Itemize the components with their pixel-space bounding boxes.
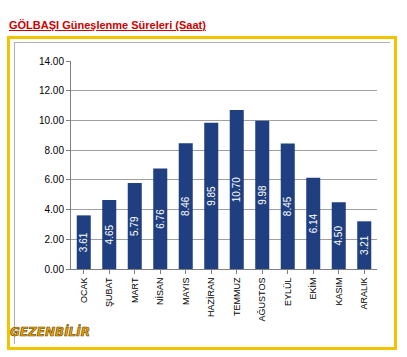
html-text:GÖLBAŞI Güneşlenme Süreleri (S: GÖLBAŞI Güneşlenme Süreleri (Saat): [9, 19, 206, 31]
svg-text:EKİM: EKİM: [308, 278, 318, 300]
svg-text:6.00: 6.00: [45, 174, 65, 185]
svg-text:5.79: 5.79: [129, 216, 140, 236]
svg-text:ŞUBAT: ŞUBAT: [104, 277, 114, 307]
svg-text:6.76: 6.76: [155, 209, 166, 229]
svg-text:4.50: 4.50: [333, 226, 344, 246]
svg-text:NİSAN: NİSAN: [155, 278, 165, 306]
svg-text:6.14: 6.14: [308, 213, 319, 233]
svg-text:0.00: 0.00: [45, 264, 65, 275]
svg-text:MAYIS: MAYIS: [181, 278, 191, 305]
html-text:GEZENBİLİR: GEZENBİLİR: [10, 325, 90, 339]
svg-text:12.00: 12.00: [39, 85, 64, 96]
svg-text:10.70: 10.70: [231, 177, 242, 202]
svg-text:ARALIK: ARALIK: [359, 278, 369, 310]
svg-text:3.21: 3.21: [359, 235, 370, 255]
svg-text:8.46: 8.46: [180, 196, 191, 216]
svg-text:OCAK: OCAK: [79, 278, 89, 304]
svg-text:AĞUSTOS: AĞUSTOS: [257, 278, 267, 322]
svg-text:EYLÜL: EYLÜL: [283, 278, 293, 307]
svg-text:MART: MART: [130, 277, 140, 303]
svg-text:3.61: 3.61: [78, 232, 89, 252]
svg-text:2.00: 2.00: [45, 234, 65, 245]
svg-text:4.65: 4.65: [104, 225, 115, 245]
svg-text:HAZİRAN: HAZİRAN: [206, 278, 216, 318]
svg-text:8.45: 8.45: [282, 196, 293, 216]
svg-text:TEMMUZ: TEMMUZ: [232, 277, 242, 316]
svg-text:4.00: 4.00: [45, 204, 65, 215]
svg-text:14.00: 14.00: [39, 56, 64, 67]
svg-text:9.98: 9.98: [257, 185, 268, 205]
svg-text:KASIM: KASIM: [334, 278, 344, 306]
svg-text:8.00: 8.00: [45, 145, 65, 156]
svg-text:10.00: 10.00: [39, 115, 64, 126]
svg-text:9.85: 9.85: [206, 186, 217, 206]
